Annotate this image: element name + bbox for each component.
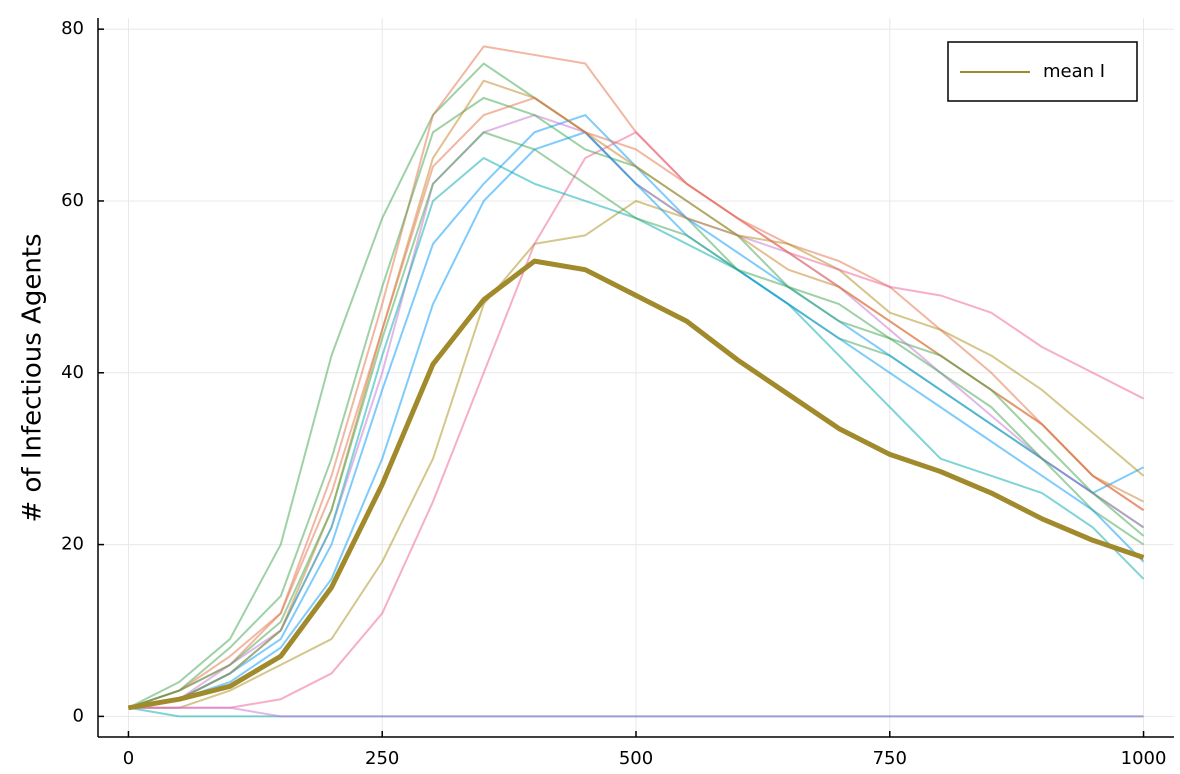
run-line [128, 131, 1145, 709]
run-line [128, 131, 1145, 709]
y-tick-label: 80 [61, 18, 84, 39]
x-tick-label: 0 [123, 748, 134, 769]
x-tick-label: 750 [873, 748, 907, 769]
legend-label: mean I [1043, 61, 1105, 82]
y-axis-label: # of Infectious Agents [18, 233, 48, 522]
y-tick-label: 20 [61, 534, 84, 555]
y-tick-label: 60 [61, 190, 84, 211]
run-line [128, 131, 1145, 709]
y-tick-label: 0 [73, 705, 84, 726]
mean-line [128, 258, 1145, 711]
x-tick-label: 500 [619, 748, 653, 769]
y-tick-label: 40 [61, 362, 84, 383]
run-line [128, 199, 1145, 709]
x-tick-label: 1000 [1121, 748, 1167, 769]
x-tick-label: 250 [365, 748, 399, 769]
run-line [128, 706, 1144, 718]
